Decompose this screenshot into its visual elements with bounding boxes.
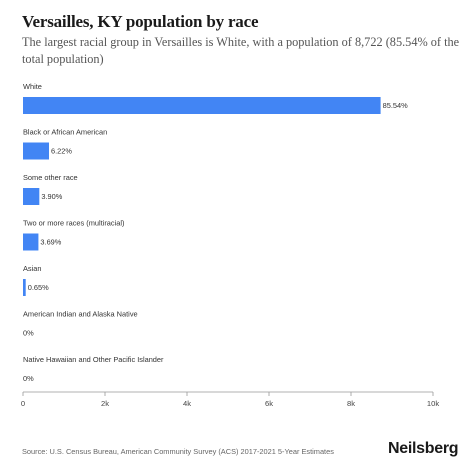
data-label: 0% (23, 329, 34, 338)
category-label: American Indian and Alaska Native (23, 310, 138, 319)
data-label: 0% (23, 374, 34, 383)
bar (23, 97, 381, 114)
source-note: Source: U.S. Census Bureau, American Com… (22, 447, 334, 456)
category-label: Two or more races (multiracial) (23, 219, 124, 228)
x-tick-label: 2k (101, 399, 109, 408)
bar (23, 233, 39, 251)
x-tick-label: 8k (347, 399, 355, 408)
data-label: 6.22% (51, 147, 72, 156)
chart-title: Versailles, KY population by race (22, 12, 259, 31)
data-label: 85.54% (383, 101, 408, 110)
category-label: White (23, 82, 42, 91)
x-tick-label: 10k (427, 399, 439, 408)
category-label: Native Hawaiian and Other Pacific Island… (23, 355, 164, 364)
brand-logo: Neilsberg (388, 440, 459, 457)
bar (23, 188, 40, 205)
bar (23, 279, 26, 296)
chart-subtitle: The largest racial group in Versailles i… (22, 35, 460, 66)
data-label: 3.69% (40, 238, 61, 247)
category-label: Some other race (23, 173, 78, 182)
data-label: 0.65% (28, 283, 49, 292)
category-label: Asian (23, 264, 42, 273)
bar (23, 142, 49, 160)
data-label: 3.90% (41, 192, 62, 201)
category-label: Black or African American (23, 128, 107, 137)
x-tick-label: 6k (265, 399, 273, 408)
x-tick-label: 4k (183, 399, 191, 408)
x-tick-label: 0 (21, 399, 25, 408)
